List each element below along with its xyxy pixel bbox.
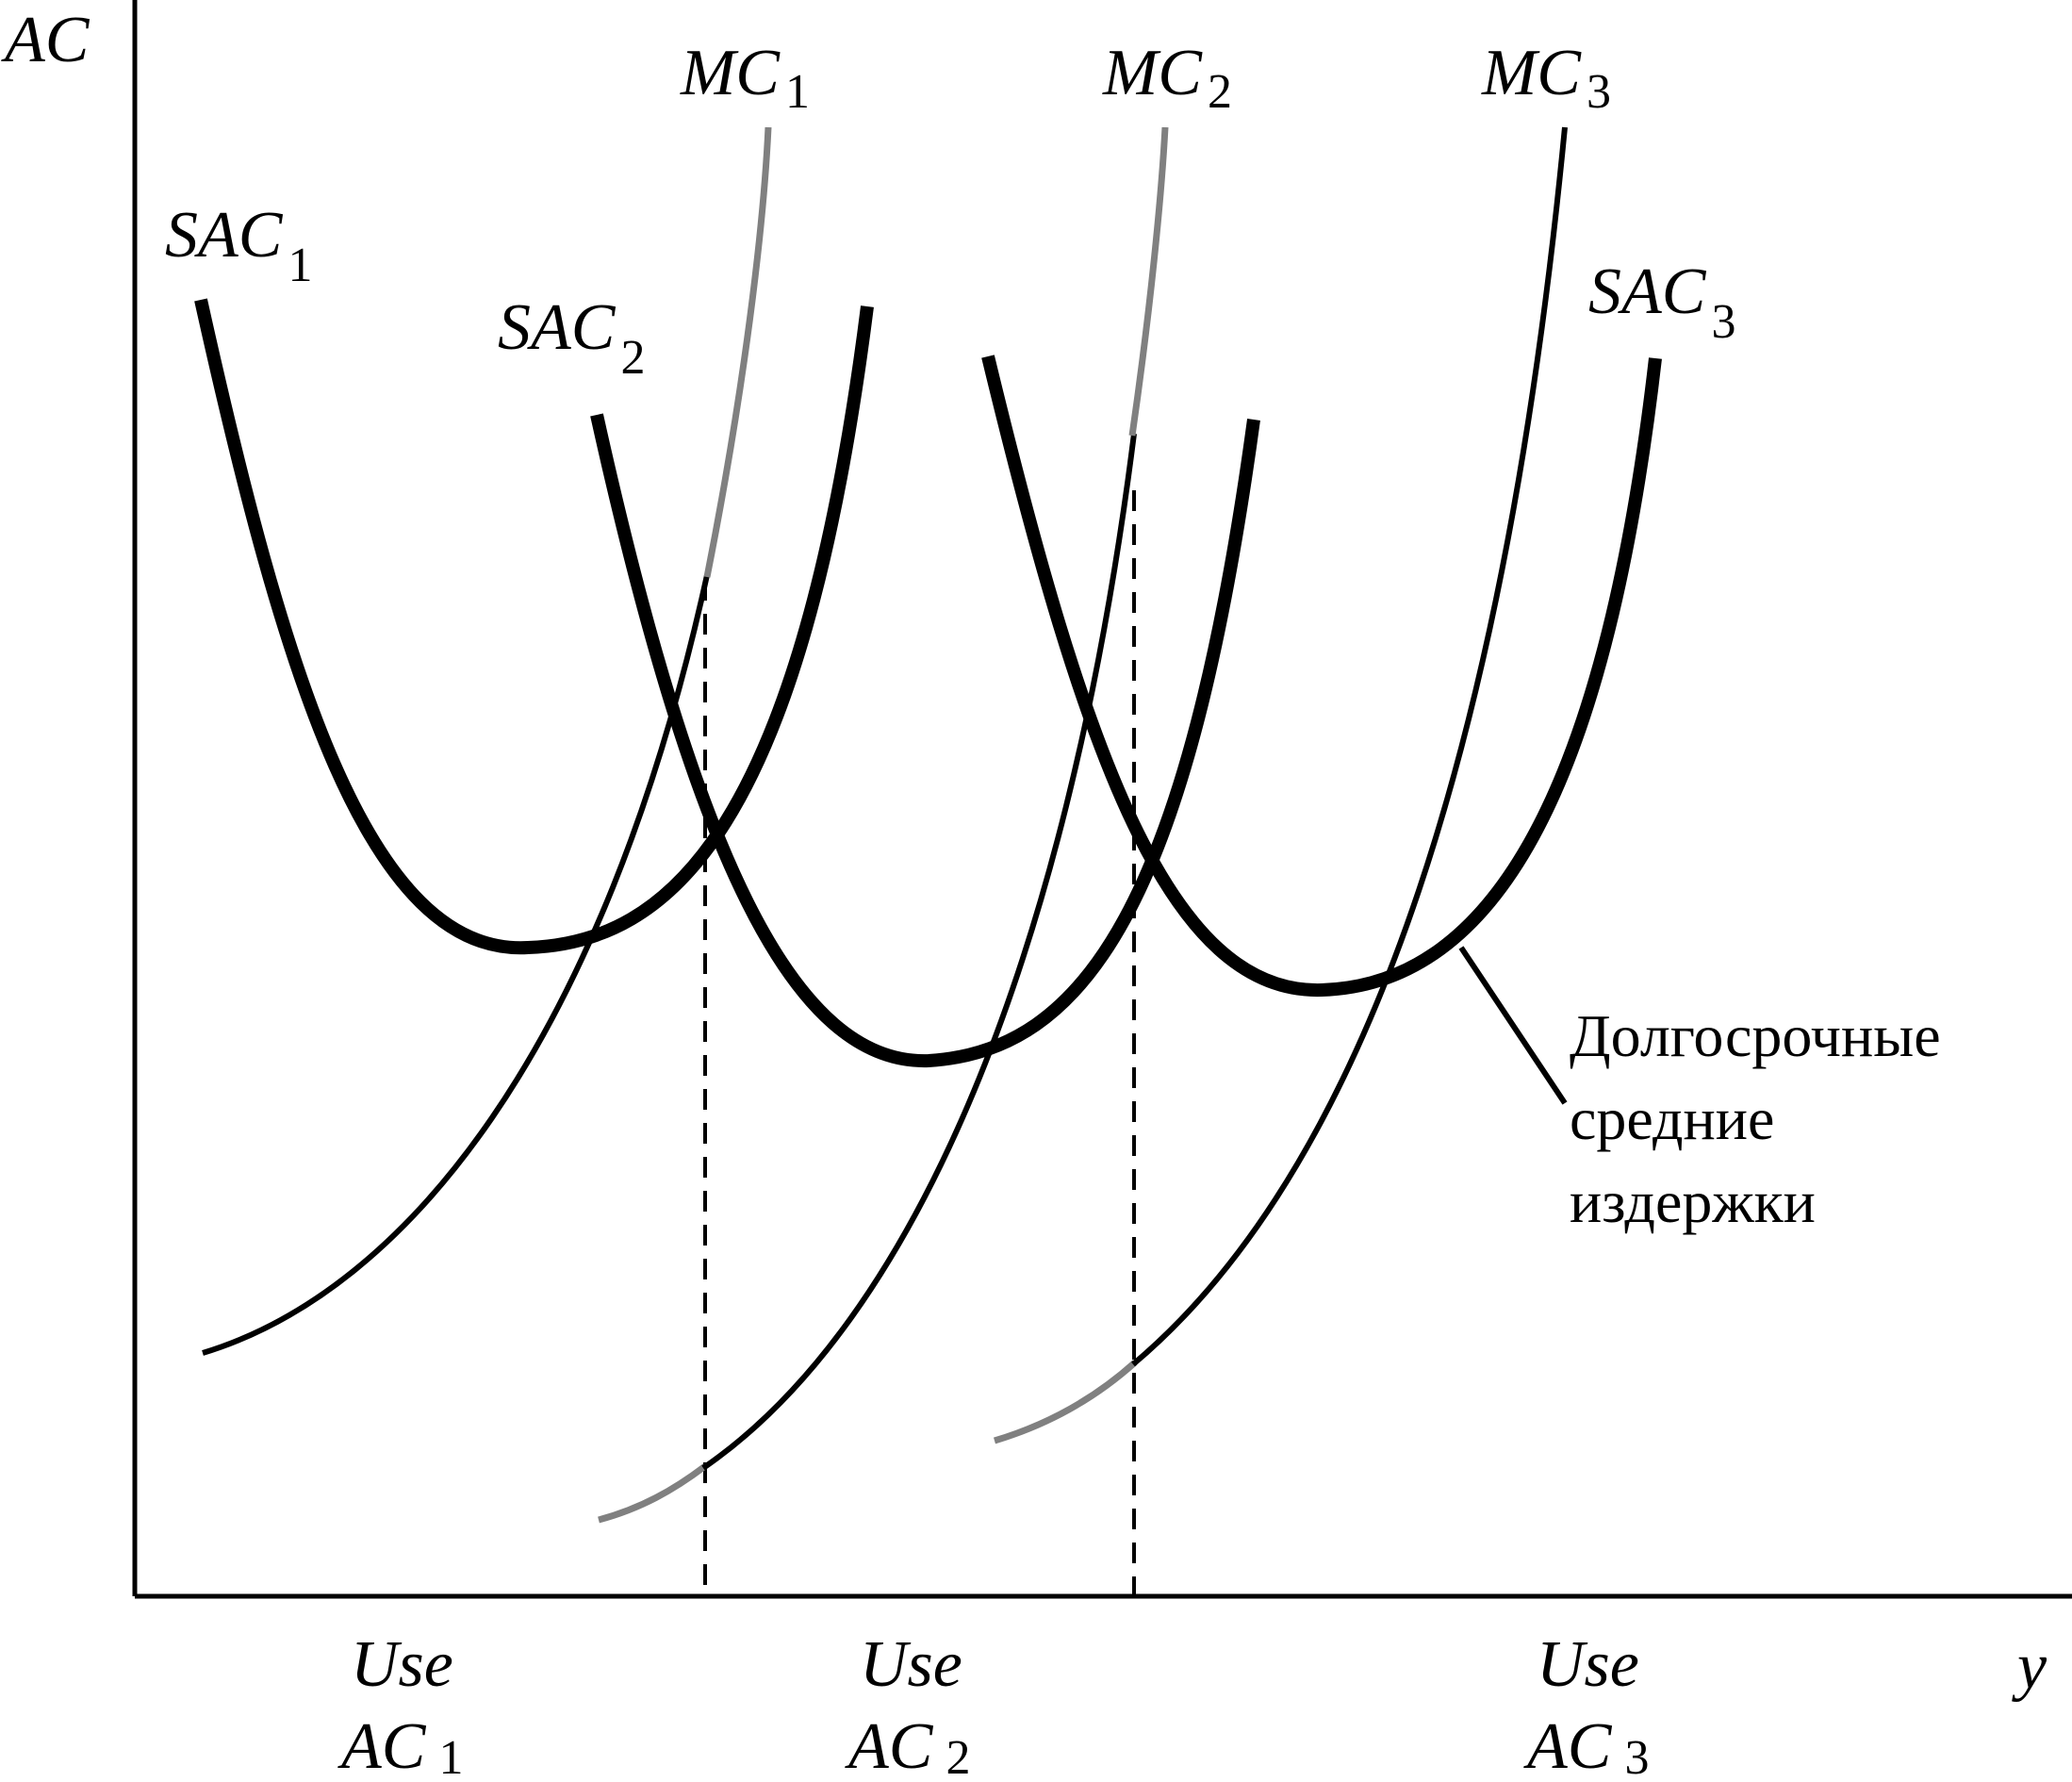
sac3-curve (981, 355, 1662, 998)
region-1-ac: AC 1 (337, 1710, 463, 1782)
mc2-lower-segment (598, 1463, 708, 1524)
sac1-curve (194, 298, 874, 955)
annotation-line-1: Долгосрочные (1570, 1002, 1941, 1069)
region-2-use: Use (860, 1628, 962, 1701)
mc3-lower-segment (993, 1360, 1138, 1444)
mc2-curve (701, 433, 1137, 1471)
sac3-label-main: SAC (1588, 256, 1707, 328)
sac1-label: SAC 1 (165, 199, 312, 292)
annotation-line-2: средние (1570, 1085, 1774, 1152)
mc1-curve (202, 574, 710, 1356)
mc2-label-main: MC (1102, 37, 1203, 109)
sac2-label-sub: 2 (620, 331, 645, 385)
sac2-curve (590, 413, 1260, 1068)
region-2-label: Use AC 2 (845, 1628, 970, 1782)
sac3-label-sub: 3 (1711, 295, 1735, 349)
region-1-label: Use AC 1 (337, 1628, 463, 1782)
mc1-label-main: MC (680, 37, 781, 109)
annotation-pointer-line (1458, 946, 1568, 1105)
region-2-ac-sub: 2 (946, 1731, 970, 1782)
mc3-label-sub: 3 (1587, 65, 1611, 119)
mc2-label-sub: 2 (1208, 65, 1232, 119)
mc1-upper-segment (703, 126, 772, 578)
mc1-label: MC 1 (680, 37, 810, 119)
region-3-label: Use AC 3 (1523, 1628, 1649, 1782)
region-1-use: Use (351, 1628, 453, 1701)
region-3-ac-sub: 3 (1624, 1731, 1649, 1782)
mc3-label-main: MC (1481, 37, 1582, 109)
sac2-label: SAC 2 (498, 291, 645, 385)
region-2-ac-main: AC (845, 1710, 934, 1782)
sac1-label-main: SAC (165, 199, 284, 272)
long-run-average-cost-annotation: Долгосрочные средние издержки (1570, 1002, 1941, 1235)
mc2-upper-segment (1128, 126, 1169, 437)
mc3-label: MC 3 (1481, 37, 1611, 119)
sac1-label-sub: 1 (288, 239, 312, 292)
region-3-use: Use (1537, 1628, 1639, 1701)
x-axis-label: y (2012, 1630, 2047, 1703)
region-3-ac-main: AC (1523, 1710, 1613, 1782)
region-3-ac: AC 3 (1523, 1710, 1649, 1782)
region-1-ac-sub: 1 (438, 1731, 463, 1782)
mc2-label: MC 2 (1102, 37, 1232, 119)
region-1-ac-main: AC (337, 1710, 427, 1782)
region-2-ac: AC 2 (845, 1710, 970, 1782)
mc3-curve (1131, 126, 1568, 1367)
sac3-label: SAC 3 (1588, 256, 1735, 349)
y-axis-label: AC (1, 4, 90, 76)
annotation-line-3: издержки (1570, 1168, 1816, 1235)
sac2-label-main: SAC (498, 291, 617, 364)
mc1-label-sub: 1 (785, 65, 810, 119)
